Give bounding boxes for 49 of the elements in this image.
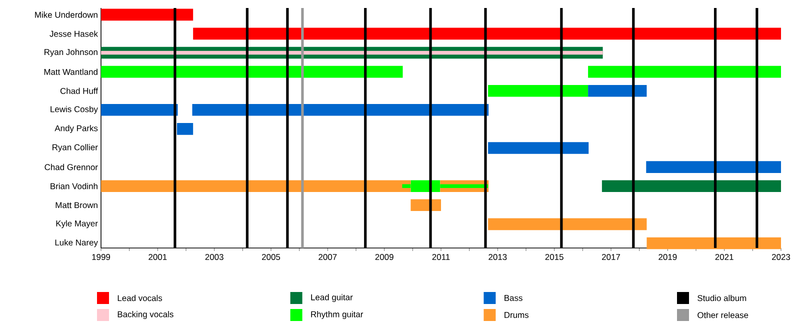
x-tick-label: 2013 <box>488 254 507 260</box>
bar <box>101 180 411 192</box>
x-tick-label: 2003 <box>205 254 224 260</box>
bar <box>176 123 194 135</box>
y-tick-label: Brian Vodinh <box>50 182 98 190</box>
bar <box>193 28 782 40</box>
bar <box>588 84 647 97</box>
legend-label: Lead vocals <box>118 294 162 302</box>
y-tick-label: Lewis Cosby <box>50 106 98 114</box>
x-tick-label: 2019 <box>658 254 677 260</box>
y-tick-label: Andy Parks <box>54 125 98 133</box>
x-tick-label: 2007 <box>318 254 337 260</box>
legend-label: Backing vocals <box>118 311 174 319</box>
y-tick-label: Matt Brown <box>56 202 98 208</box>
bar <box>101 104 178 116</box>
y-tick-label: Luke Narey <box>55 239 98 248</box>
y-tick-label: Mike Underdown <box>35 12 98 18</box>
y-tick-label: Ryan Collier <box>52 144 98 152</box>
x-tick-label: 2015 <box>545 254 564 260</box>
y-tick-label: Chad Grennor <box>44 164 98 170</box>
legend-label: Other release <box>698 312 748 318</box>
legend-label: Drums <box>504 312 529 318</box>
x-tick-label: 2021 <box>715 254 734 260</box>
bar <box>410 199 442 212</box>
bar <box>488 218 647 230</box>
x-tick-label: 2017 <box>602 254 620 260</box>
x-tick-label: 2023 <box>772 254 790 260</box>
legend-label: Bass <box>504 295 522 301</box>
bar <box>101 66 403 78</box>
bar <box>646 161 782 173</box>
y-tick-label: Ryan Johnson <box>44 48 98 57</box>
bar <box>488 84 588 97</box>
legend-label: Lead guitar <box>311 294 353 302</box>
x-tick-label: 2009 <box>375 254 394 260</box>
y-tick-label: Jesse Hasek <box>50 30 98 37</box>
y-tick-label: Matt Wantland <box>44 68 98 75</box>
bar <box>488 142 589 154</box>
y-tick-label: Kyle Mayer <box>56 220 98 228</box>
x-tick-label: 1999 <box>92 254 110 260</box>
x-tick-label: 2011 <box>432 254 450 260</box>
bar <box>101 8 194 21</box>
legend-label: Studio album <box>698 294 746 302</box>
legend-label: Rhythm guitar <box>311 311 364 319</box>
bar <box>602 180 782 192</box>
y-tick-label: Chad Huff <box>60 88 98 94</box>
x-tick-label: 2001 <box>148 254 167 260</box>
bar <box>646 237 782 250</box>
x-tick-label: 2005 <box>262 254 280 260</box>
bar <box>192 104 489 116</box>
